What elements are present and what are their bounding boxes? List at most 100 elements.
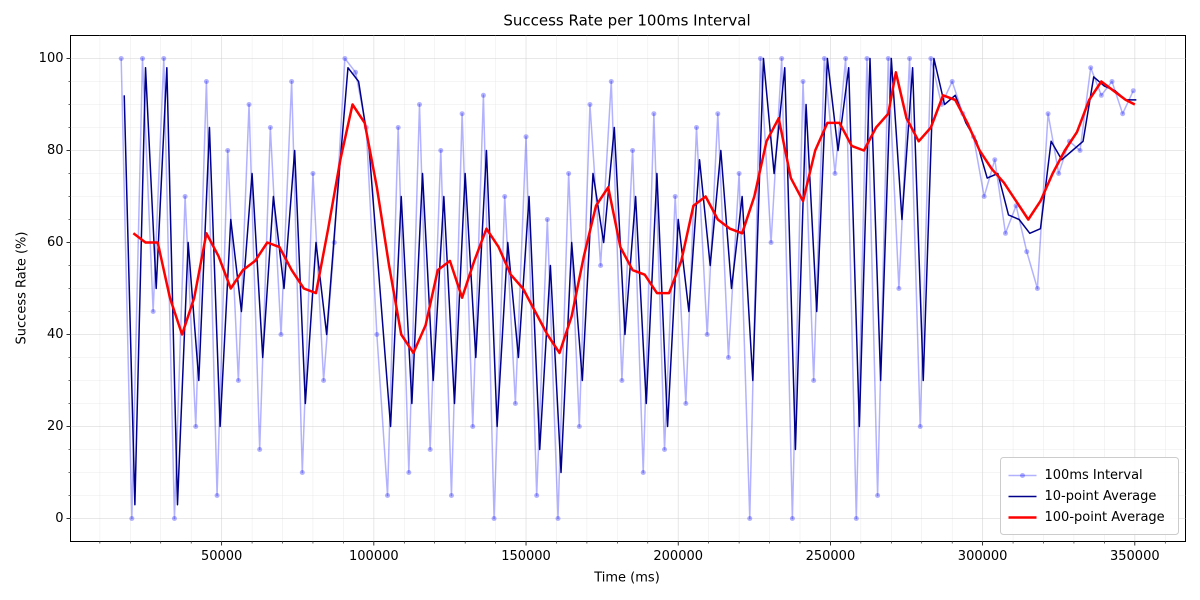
y-tick-label: 40 [47, 327, 64, 342]
point [203, 79, 209, 84]
point [1002, 230, 1008, 236]
point [747, 516, 753, 521]
y-tick-label: 20 [47, 419, 64, 434]
point [235, 378, 241, 383]
y-tick-label: 100 [39, 51, 64, 66]
point [512, 401, 518, 406]
chart-title: Success Rate per 100ms Interval [503, 12, 750, 30]
point [981, 194, 987, 199]
point [875, 493, 881, 498]
x-tick-label: 300000 [958, 549, 1008, 564]
y-axis-label: Success Rate (%) [15, 232, 30, 345]
legend: 100ms Interval 10-point Average 100-point … [1000, 457, 1179, 535]
point [246, 102, 252, 107]
point [342, 56, 348, 61]
point [630, 148, 636, 153]
point [619, 378, 625, 383]
point [118, 56, 124, 61]
series-line [132, 71, 1136, 355]
point [864, 56, 870, 61]
point [1056, 171, 1062, 176]
point [278, 332, 284, 337]
point [853, 516, 859, 521]
legend-marker [1020, 473, 1025, 478]
x-tick-label: 50000 [201, 549, 242, 564]
point [896, 286, 902, 291]
legend-box [1000, 457, 1179, 535]
point [1045, 111, 1051, 117]
point [1130, 88, 1136, 94]
point [416, 102, 422, 107]
point [502, 194, 508, 199]
point [299, 470, 305, 475]
point [662, 447, 668, 452]
point [534, 493, 540, 498]
point [353, 69, 359, 75]
point [193, 424, 199, 429]
series-line [123, 57, 1137, 506]
point [544, 217, 550, 222]
point [1120, 111, 1126, 117]
point [811, 378, 817, 383]
point [523, 134, 529, 140]
point [555, 516, 561, 521]
point [683, 401, 689, 406]
point [789, 516, 795, 521]
point [917, 424, 923, 429]
x-tick-label: 350000 [1110, 549, 1160, 564]
point [704, 332, 710, 337]
point [267, 125, 273, 130]
point [566, 171, 572, 176]
point [598, 263, 604, 268]
point [821, 56, 827, 61]
point [832, 171, 838, 176]
point [385, 493, 391, 498]
point [736, 171, 742, 176]
legend-label: 10-point Average [1045, 489, 1157, 504]
point [1098, 92, 1104, 98]
point [139, 56, 145, 61]
x-axis-label: Time (ms) [593, 571, 660, 586]
point [779, 56, 785, 61]
point [171, 516, 177, 521]
point [608, 79, 614, 84]
point [310, 171, 316, 176]
point [182, 194, 188, 199]
point [587, 102, 593, 107]
x-tick-label: 250000 [806, 549, 856, 564]
point [651, 111, 657, 117]
point [491, 516, 497, 521]
point [161, 56, 167, 61]
point [129, 516, 135, 521]
point [470, 424, 476, 429]
point [289, 79, 295, 84]
point [1024, 249, 1030, 255]
point [214, 493, 220, 498]
legend-label: 100-point Average [1045, 510, 1165, 525]
point [1088, 65, 1094, 71]
point [928, 56, 934, 61]
y-tick-label: 60 [47, 235, 64, 250]
point [992, 157, 998, 163]
point [768, 240, 774, 245]
point [459, 111, 465, 117]
x-tick-label: 100000 [349, 549, 399, 564]
point [395, 125, 401, 130]
point [257, 447, 263, 452]
point [640, 470, 646, 475]
plot-area [118, 56, 1137, 521]
point [800, 79, 806, 84]
point [1077, 148, 1083, 153]
point [427, 447, 433, 452]
point [949, 79, 955, 84]
point [885, 56, 891, 61]
point [672, 194, 678, 199]
point [715, 111, 721, 117]
x-tick-label: 200000 [653, 549, 703, 564]
point [1109, 79, 1115, 84]
point [1034, 286, 1040, 291]
point [321, 378, 327, 383]
point [725, 355, 731, 360]
point [448, 493, 454, 498]
